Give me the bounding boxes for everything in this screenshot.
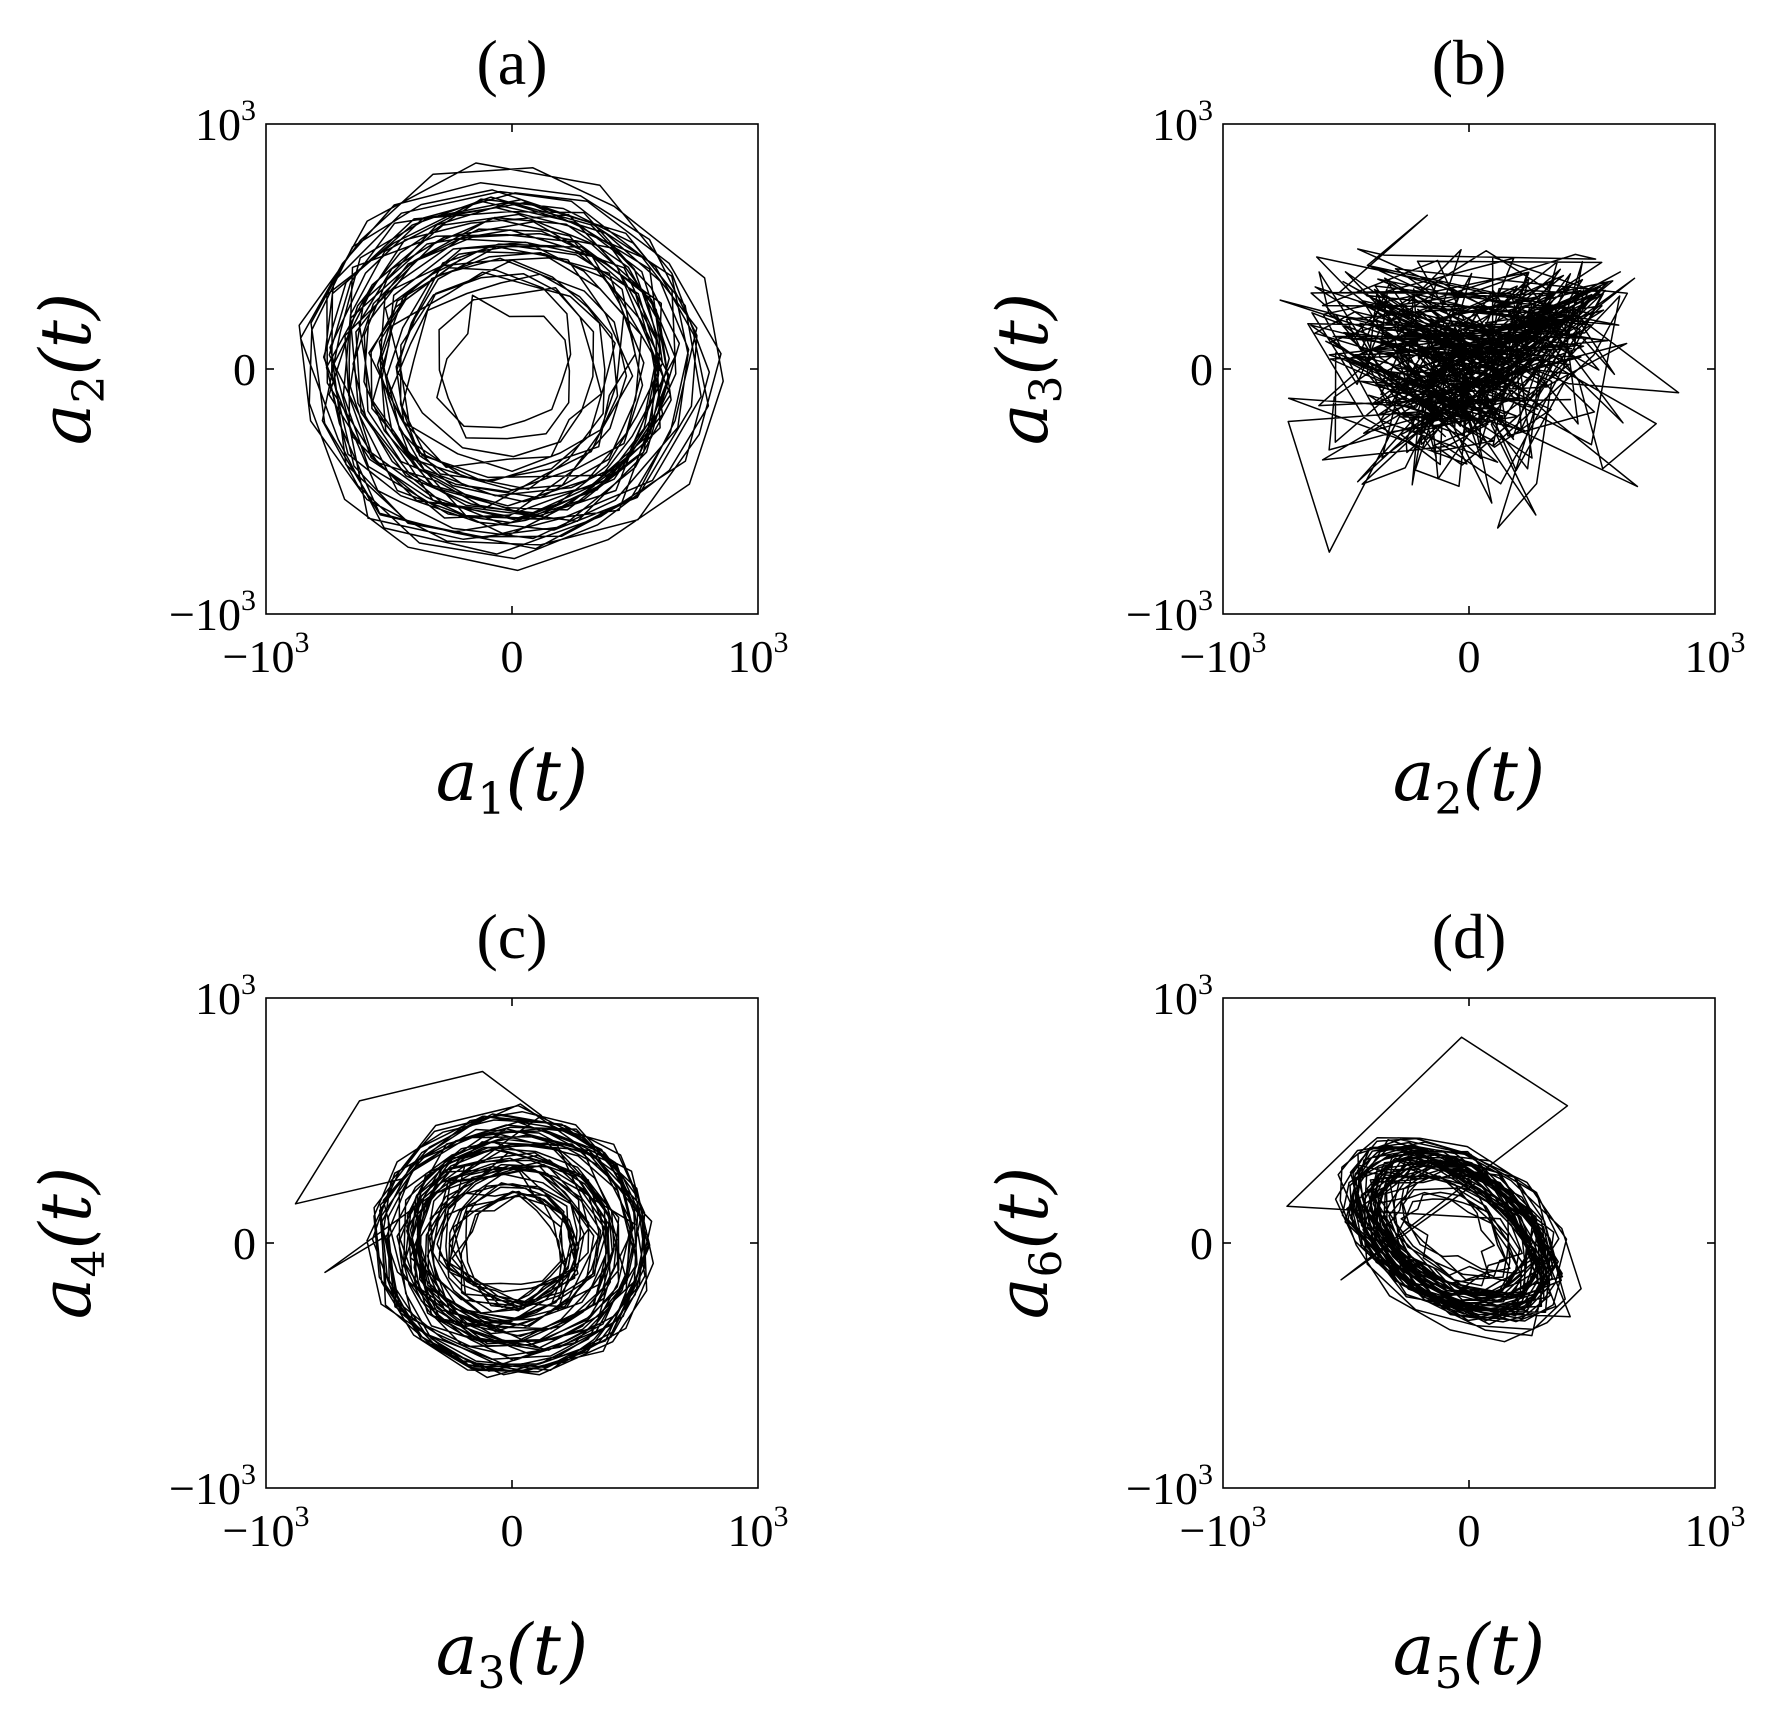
panel-b-ylabel: a3(t) <box>982 293 1072 445</box>
panel-c-ylabel-base: a <box>25 1278 107 1320</box>
panel-d-trajectory-line <box>1286 1036 1582 1343</box>
panel-b-ytick-label-0: −103 <box>1126 584 1213 640</box>
panel-a-xtick-label-1: 0 <box>501 631 524 682</box>
panel-a-title: (a) <box>476 27 547 98</box>
panel-c-ylabel-sub: 4 <box>64 1250 115 1278</box>
panel-d-ylabel-base: a <box>982 1278 1064 1320</box>
panel-b-trajectory-line <box>1279 214 1680 553</box>
panel-b-xtick-label-0: −103 <box>1180 626 1267 682</box>
panel-b-xtick-label-2: 103 <box>1685 626 1746 682</box>
panel-b-ylabel-arg: (t) <box>982 293 1064 376</box>
panel-d-title: (d) <box>1432 901 1507 972</box>
panel-c-frame <box>265 997 759 1489</box>
panel-c-xlabel-sub: 3 <box>477 1648 505 1699</box>
panel-c-ylabel-arg: (t) <box>25 1167 107 1250</box>
panel-c-ticks: −103 0 103 −103 0 103 <box>169 968 788 1556</box>
panel-a-xlabel-arg: (t) <box>505 735 588 817</box>
panel-a-ticks: −103 0 103 −103 0 103 <box>169 94 788 682</box>
panel-a-ylabel-base: a <box>25 404 107 446</box>
panel-d-xlabel-sub: 5 <box>1434 1648 1462 1699</box>
panel-c-title: (c) <box>476 901 547 972</box>
panel-b-xlabel: a2(t) <box>1393 735 1545 825</box>
panel-d-frame <box>1222 997 1716 1489</box>
panel-c-ytick-label-1: 0 <box>233 1218 256 1269</box>
panel-b-ylabel-sub: 3 <box>1021 376 1072 404</box>
panel-c-ytick-label-0: −103 <box>169 1458 256 1514</box>
panel-a-ylabel-arg: (t) <box>25 293 107 376</box>
panel-d-ylabel: a6(t) <box>982 1167 1072 1319</box>
panel-c-xtick-label-0: −103 <box>223 1500 310 1556</box>
panel-c-xlabel-base: a <box>436 1609 478 1691</box>
panel-c-ylabel: a4(t) <box>25 1167 115 1319</box>
panel-c-trace-group <box>294 1070 655 1379</box>
panel-b-ticks: −103 0 103 −103 0 103 <box>1126 94 1745 682</box>
panel-a-ylabel-sub: 2 <box>64 376 115 404</box>
panel-b-ytick-label-2: 103 <box>1152 94 1213 150</box>
panel-b-ylabel-base: a <box>982 404 1064 446</box>
panel-d-ytick-label-0: −103 <box>1126 1458 1213 1514</box>
panel-d-xtick-label-0: −103 <box>1180 1500 1267 1556</box>
panel-d-ytick-label-1: 0 <box>1190 1218 1213 1269</box>
panel-a-trajectory-line <box>298 162 724 572</box>
panel-c-trajectory-line <box>294 1070 655 1379</box>
panel-d-xlabel-arg: (t) <box>1462 1609 1545 1691</box>
panel-a-xlabel: a1(t) <box>436 735 588 825</box>
panel-d-ticks: −103 0 103 −103 0 103 <box>1126 968 1745 1556</box>
panel-a-ytick-label-1: 0 <box>233 344 256 395</box>
panel-c-ytick-label-2: 103 <box>195 968 256 1024</box>
panel-d-ylabel-arg: (t) <box>982 1167 1064 1250</box>
panel-d-ytick-label-2: 103 <box>1152 968 1213 1024</box>
panel-a-xlabel-sub: 1 <box>477 774 505 825</box>
panel-a-trace-group <box>298 162 724 572</box>
panel-a-xtick-label-0: −103 <box>223 626 310 682</box>
panel-c-xlabel-arg: (t) <box>505 1609 588 1691</box>
panel-c-xtick-label-2: 103 <box>728 1500 789 1556</box>
panel-a-ytick-label-2: 103 <box>195 94 256 150</box>
panel-b-xlabel-sub: 2 <box>1434 774 1462 825</box>
panel-c-xtick-label-1: 0 <box>501 1505 524 1556</box>
panel-b-xlabel-base: a <box>1393 735 1435 817</box>
panel-c-xlabel: a3(t) <box>436 1609 588 1699</box>
panel-d-xtick-label-1: 0 <box>1458 1505 1481 1556</box>
panel-a-ylabel: a2(t) <box>25 293 115 445</box>
panel-d-xtick-label-2: 103 <box>1685 1500 1746 1556</box>
panel-b-xlabel-arg: (t) <box>1462 735 1545 817</box>
panel-d-ylabel-sub: 6 <box>1021 1250 1072 1278</box>
panel-a-xlabel-base: a <box>436 735 478 817</box>
panel-a-xtick-label-2: 103 <box>728 626 789 682</box>
panel-d-xlabel-base: a <box>1393 1609 1435 1691</box>
panel-b-ytick-label-1: 0 <box>1190 344 1213 395</box>
panel-b-xtick-label-1: 0 <box>1458 631 1481 682</box>
panel-b-trace-group <box>1279 214 1680 553</box>
panel-b-title: (b) <box>1432 27 1507 98</box>
panel-d-xlabel: a5(t) <box>1393 1609 1545 1699</box>
panel-a-ytick-label-0: −103 <box>169 584 256 640</box>
panel-d-trace-group <box>1286 1036 1582 1343</box>
